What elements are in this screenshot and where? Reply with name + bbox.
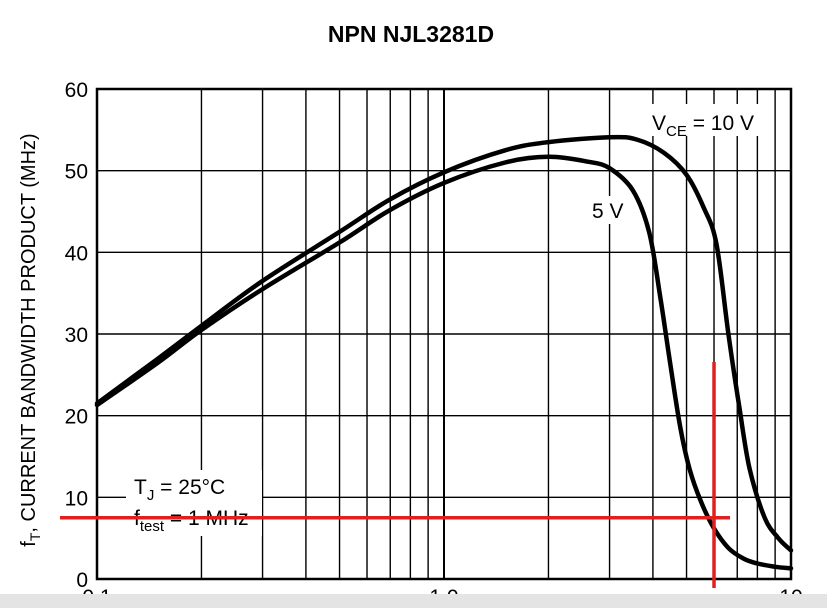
series-label-5v-bg	[588, 196, 630, 224]
annotation-tj-sub: J	[147, 487, 155, 504]
series-label-vce-10v-text: VCE = 10 V	[652, 112, 754, 140]
curves	[94, 134, 794, 571]
series-label-vce-10v-bg	[646, 104, 770, 136]
series-label-vce-rest: = 10 V	[687, 112, 754, 135]
annotation-tj-main: T	[134, 476, 147, 499]
series-label-vce-sub: CE	[666, 123, 687, 140]
marker-lines	[60, 362, 730, 588]
y-tick-label: 10	[65, 487, 88, 510]
series-label-vce-10v: VCE = 10 V	[646, 104, 770, 140]
y-tick-label: 50	[65, 161, 88, 184]
series-line-vce-10v	[94, 134, 794, 553]
plot-frame	[95, 87, 793, 581]
y-axis-label: fT, CURRENT BANDWIDTH PRODUCT (MHz)	[18, 133, 43, 546]
chart-title: NPN NJL3281D	[328, 21, 494, 47]
y-axis-label-rest: , CURRENT BANDWIDTH PRODUCT (MHz)	[18, 133, 40, 532]
plot-border	[95, 87, 793, 581]
annotation-tj-rest: = 25°C	[154, 476, 225, 499]
y-tick-label: 0	[76, 569, 88, 592]
y-tick-label: 30	[65, 324, 88, 347]
annotation-bg	[126, 470, 262, 536]
y-axis-label-sub: T	[27, 532, 43, 541]
series-label-5v: 5 V	[588, 196, 630, 224]
y-tick-label: 20	[65, 406, 88, 429]
bottom-strip	[0, 594, 827, 608]
series-label-vce-main: V	[652, 112, 666, 135]
annotation-conditions: TJ = 25°C ftest = 1 MHz	[126, 470, 262, 536]
series-line-5v	[94, 154, 794, 571]
y-axis-label-main: f	[18, 541, 40, 547]
annotation-ftest-sub: test	[140, 518, 165, 535]
y-tick-label: 40	[65, 242, 88, 265]
y-tick-label: 60	[65, 79, 88, 102]
annotation-tj: TJ = 25°C	[134, 476, 225, 504]
series-label-5v-text: 5 V	[592, 200, 624, 223]
